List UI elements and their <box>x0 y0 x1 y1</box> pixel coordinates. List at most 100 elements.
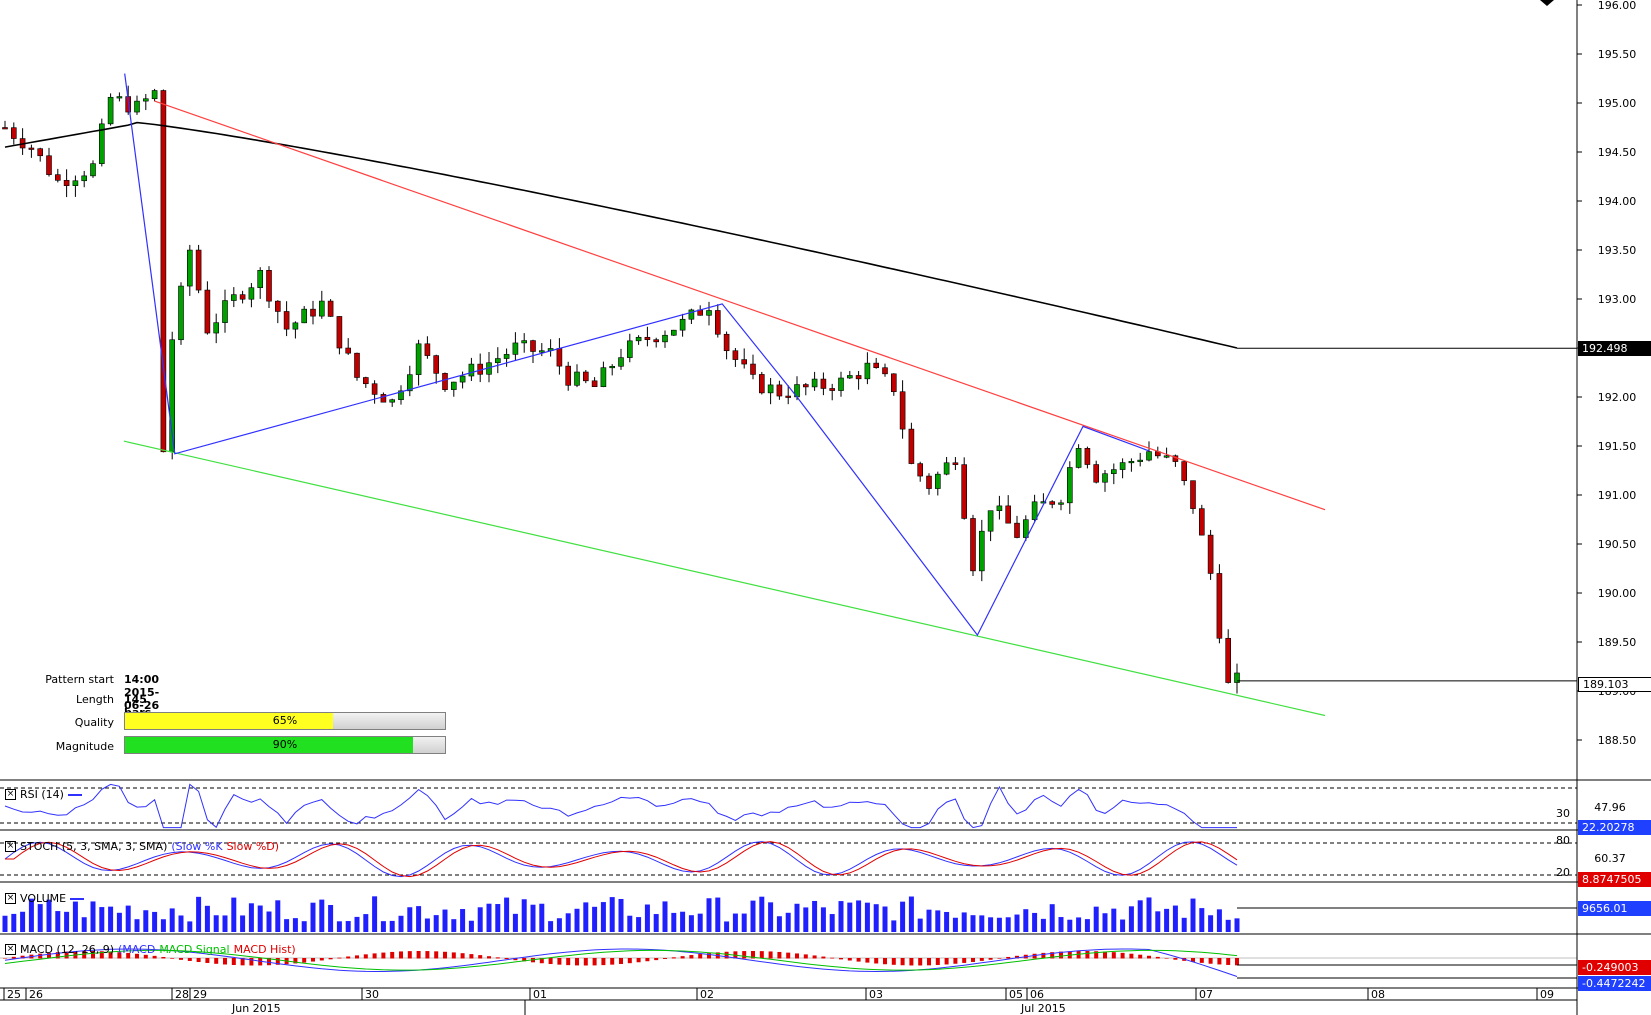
volume-bar <box>618 898 624 932</box>
volume-bar <box>1172 905 1178 932</box>
candle-body <box>679 318 686 331</box>
candle-body <box>442 373 448 390</box>
indicator-line <box>4 949 1238 971</box>
volume-bar <box>592 906 598 932</box>
macd-hist-bar <box>592 958 597 966</box>
volume-value-tag: 9656.01 <box>1578 901 1651 916</box>
magnitude-bar-fill <box>125 737 413 753</box>
volume-bar <box>741 913 747 932</box>
candle-body <box>292 322 299 330</box>
macd-hist-bar <box>425 951 430 959</box>
volume-bar <box>1049 904 1055 932</box>
volume-bar <box>1111 908 1117 932</box>
macd-hist-bar <box>1217 958 1222 965</box>
volume-bar <box>785 912 791 932</box>
volume-bar <box>442 909 448 932</box>
quality-label: Quality <box>74 716 114 729</box>
volume-bar <box>873 904 879 932</box>
volume-bar <box>248 903 254 932</box>
volume-bar <box>944 911 950 932</box>
candle-body <box>354 352 360 378</box>
y-tick-label: 193.00 <box>1598 293 1637 306</box>
macd-hist-bar <box>1094 951 1099 959</box>
quality-bar: 65% <box>124 712 446 730</box>
macd-hist-bar <box>328 958 333 960</box>
macd-hist-bar <box>249 958 254 966</box>
volume-bar <box>1181 917 1187 932</box>
main-price-pane <box>2 73 1577 717</box>
stoch-slowd-label: Slow %D) <box>226 840 280 853</box>
x-month-label: Jul 2015 <box>1020 1002 1066 1015</box>
macd-hist-bar <box>363 954 368 959</box>
candle-body <box>1119 462 1126 470</box>
macd-hist-bar <box>918 958 923 966</box>
volume-bar <box>1084 919 1090 932</box>
macd-hist-bar <box>1191 958 1195 962</box>
volume-bar <box>636 917 642 932</box>
macd-hist-bar <box>196 958 201 963</box>
macd-pane-title: × MACD (12, 26, 9) (MACD MACD Signal MAC… <box>5 943 296 956</box>
y-tick-label: 194.00 <box>1598 195 1637 208</box>
macd-hist-bar <box>610 958 615 965</box>
macd-value-tag: -0.249003 <box>1578 960 1651 975</box>
volume-bar <box>556 918 562 932</box>
macd-hist-bar <box>645 958 650 962</box>
volume-bar <box>178 915 184 932</box>
candle-body <box>750 363 756 375</box>
volume-bar <box>768 902 774 932</box>
candle-body <box>450 381 457 390</box>
volume-bar <box>908 896 914 932</box>
macd-hist-bar <box>275 958 280 965</box>
volume-bar <box>1058 917 1064 932</box>
close-pane-icon[interactable]: × <box>5 841 16 852</box>
rsi-scale-label: 47.96 <box>1594 801 1626 814</box>
macd-hist-bar <box>627 958 632 964</box>
candle-body <box>1102 473 1108 483</box>
candle-body <box>72 180 79 186</box>
candle-body <box>582 371 589 382</box>
indicator-panes: 30 80 20 47.96 60.37 <box>0 783 1626 979</box>
macd-hist-bar <box>38 953 43 959</box>
candle-body <box>635 336 642 342</box>
candle-body <box>398 390 404 401</box>
volume-title: VOLUME <box>20 892 67 905</box>
volume-bar <box>301 921 307 932</box>
volume-bar <box>1146 897 1152 932</box>
candle-body <box>987 510 994 532</box>
candle-body <box>1058 502 1064 505</box>
candle-body <box>380 394 387 403</box>
candle-body <box>978 530 985 572</box>
candle-body <box>1040 501 1047 504</box>
candle-body <box>37 148 44 157</box>
macd-hist-bar <box>495 957 500 959</box>
candle-body <box>266 270 272 302</box>
macd-hist-bar <box>575 958 579 966</box>
macd-hist-bar <box>152 955 157 959</box>
y-tick-label: 195.00 <box>1598 97 1637 110</box>
macd-hist-bar <box>891 958 896 965</box>
volume-bar <box>319 899 325 932</box>
volume-bar <box>812 900 818 932</box>
volume-bar <box>697 913 703 932</box>
moving-average-line <box>4 121 1238 349</box>
macd-hist-bar <box>355 955 359 959</box>
close-pane-icon[interactable]: × <box>5 789 16 800</box>
close-pane-icon[interactable]: × <box>5 944 16 955</box>
volume-bar <box>856 900 862 932</box>
macd-hist-bar <box>654 958 659 961</box>
candle-body <box>864 362 871 380</box>
macd-hist-bar <box>267 958 271 966</box>
macd-hist-bar <box>346 956 351 959</box>
close-pane-icon[interactable]: × <box>5 893 16 904</box>
volume-bar <box>1190 898 1196 932</box>
macd-hist-bar <box>786 952 791 959</box>
volume-bar <box>64 911 70 932</box>
x-day-label: 01 <box>533 988 547 1001</box>
volume-bar <box>847 902 853 932</box>
volume-bar <box>468 920 474 932</box>
volume-bar <box>125 905 131 932</box>
x-day-label: 02 <box>700 988 714 1001</box>
candle-body <box>926 475 932 489</box>
macd-hist-bar <box>583 958 588 966</box>
